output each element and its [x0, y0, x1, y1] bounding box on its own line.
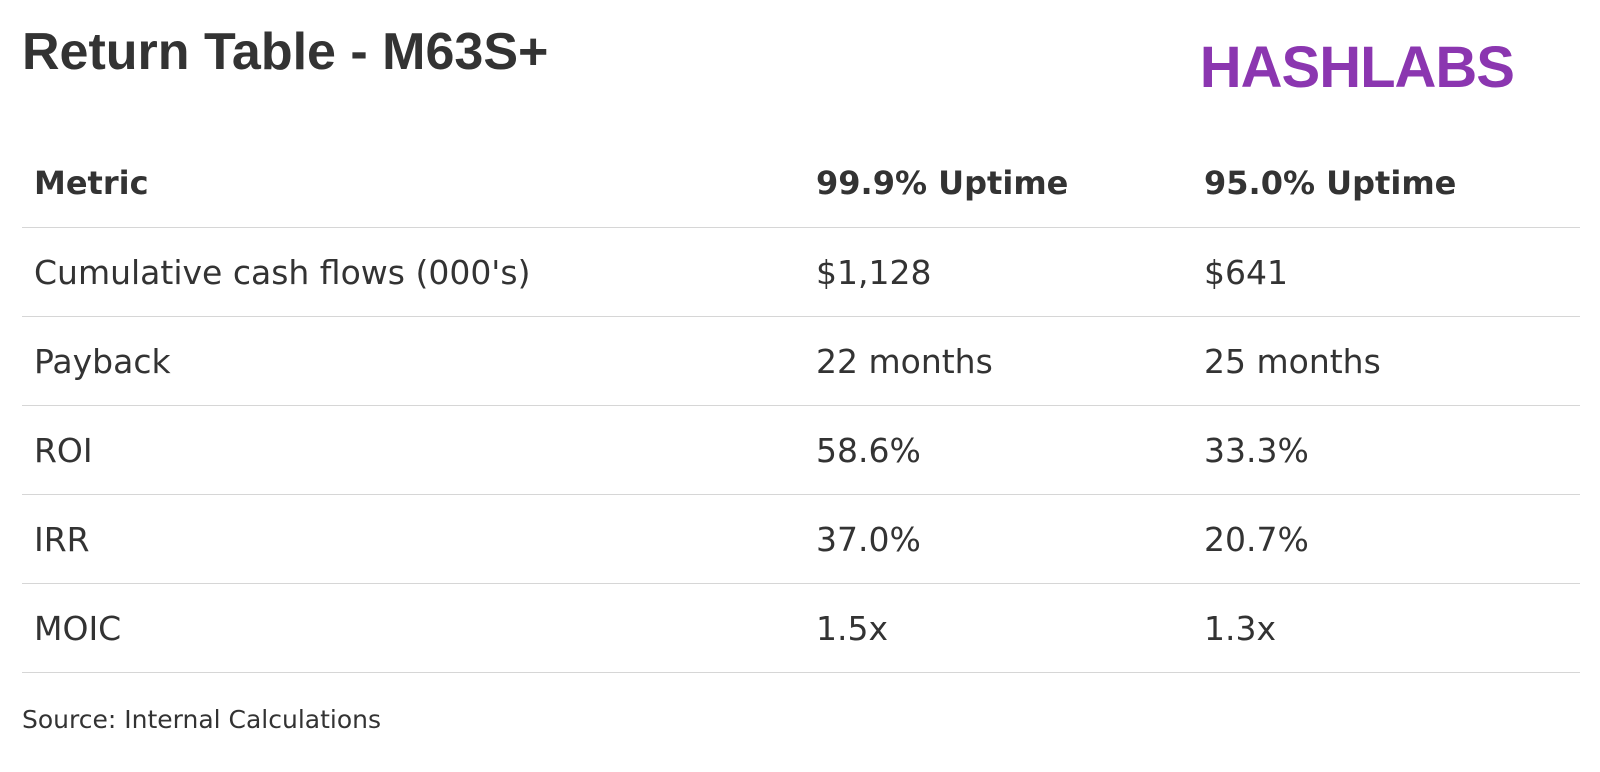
- table-body: Cumulative cash flows (000's) $1,128 $641 P…: [22, 227, 1580, 673]
- table-cell: MOIC: [22, 583, 804, 673]
- table-cell: 37.0%: [804, 494, 1192, 584]
- table-head: Metric 99.9% Uptime 95.0% Uptime: [22, 138, 1580, 228]
- header-row: Metric 99.9% Uptime 95.0% Uptime: [22, 138, 1580, 228]
- table-cell: 1.5x: [804, 583, 1192, 673]
- table-row: ROI 58.6% 33.3%: [22, 405, 1580, 495]
- table-cell: 25 months: [1192, 316, 1580, 406]
- table-cell: 1.3x: [1192, 583, 1580, 673]
- table-cell: Payback: [22, 316, 804, 406]
- table-cell: $1,128: [804, 227, 1192, 317]
- table-cell: 20.7%: [1192, 494, 1580, 584]
- column-header: 95.0% Uptime: [1192, 138, 1580, 228]
- table-cell: IRR: [22, 494, 804, 584]
- return-table: Metric 99.9% Uptime 95.0% Uptime Cumulativ…: [22, 138, 1580, 673]
- table-row: Payback 22 months 25 months: [22, 316, 1580, 406]
- table-row: Cumulative cash flows (000's) $1,128 $641: [22, 227, 1580, 317]
- title: Return Table - M63S+: [22, 23, 549, 81]
- column-header: 99.9% Uptime: [804, 138, 1192, 228]
- table-row: IRR 37.0% 20.7%: [22, 494, 1580, 584]
- column-header: Metric: [22, 138, 804, 228]
- table-row: MOIC 1.5x 1.3x: [22, 583, 1580, 673]
- table-cell: $641: [1192, 227, 1580, 317]
- table-cell: Cumulative cash flows (000's): [22, 227, 804, 317]
- table-cell: 22 months: [804, 316, 1192, 406]
- table-cell: ROI: [22, 405, 804, 495]
- table-cell: 33.3%: [1192, 405, 1580, 495]
- source-note: Source: Internal Calculations: [22, 705, 382, 734]
- logo: HASHLABS: [1199, 35, 1515, 100]
- table-cell: 58.6%: [804, 405, 1192, 495]
